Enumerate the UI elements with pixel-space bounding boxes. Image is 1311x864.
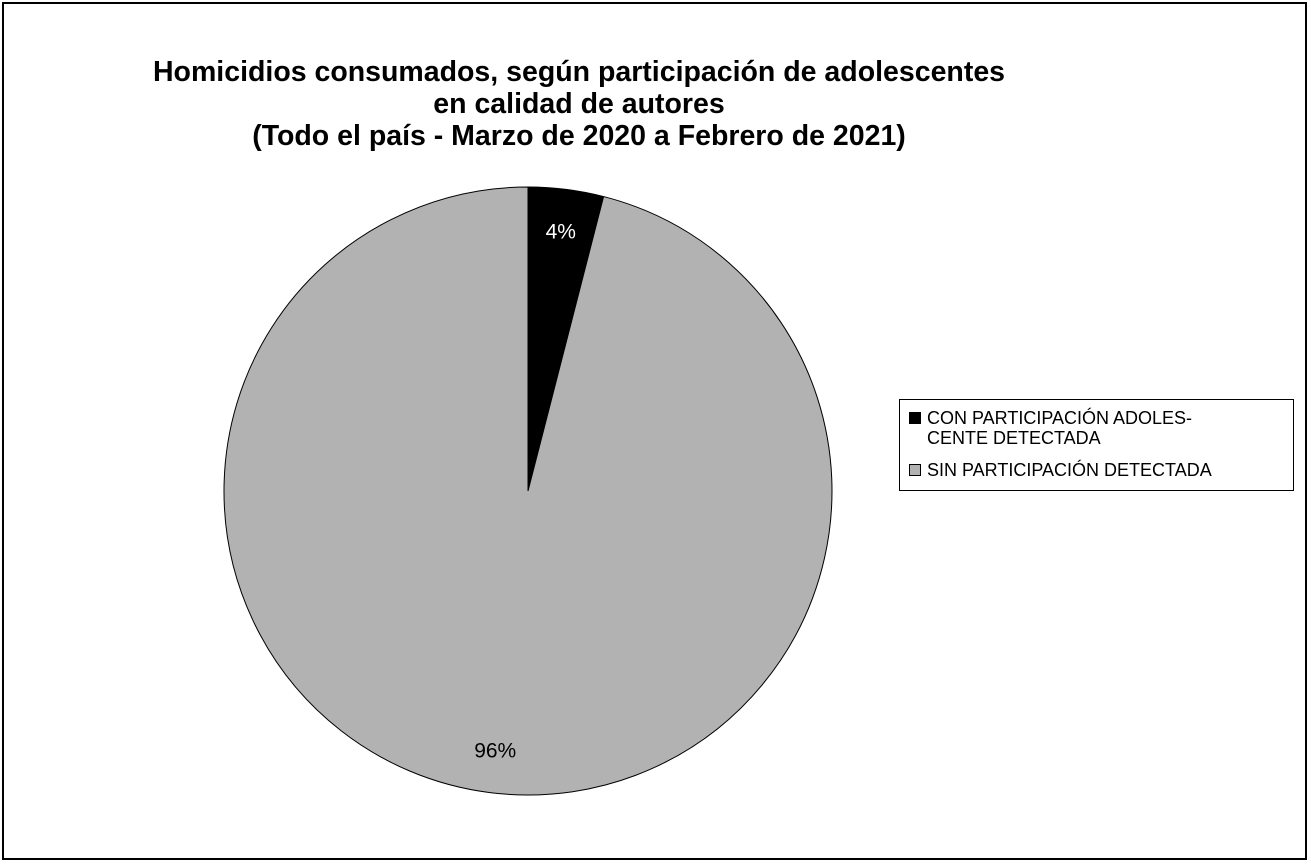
legend-item-sin-participacion: SIN PARTICIPACIÓN DETECTADA xyxy=(909,460,1212,480)
chart-title: Homicidios consumados, según participaci… xyxy=(4,56,1154,152)
legend: CON PARTICIPACIÓN ADOLES- CENTE DETECTAD… xyxy=(899,399,1294,491)
legend-item-con-participacion: CON PARTICIPACIÓN ADOLES- CENTE DETECTAD… xyxy=(909,408,1192,448)
data-label-sin-participacion: 96% xyxy=(474,739,516,762)
chart-title-line-2: en calidad de autores xyxy=(433,88,725,120)
data-label-con-participacion: 4% xyxy=(546,221,576,244)
legend-swatch-con-participacion xyxy=(909,412,921,424)
pie-chart: 4% 96% xyxy=(223,186,833,796)
legend-label-con-participacion: CON PARTICIPACIÓN ADOLES- CENTE DETECTAD… xyxy=(927,408,1193,448)
chart-title-line-1: Homicidios consumados, según participaci… xyxy=(152,56,1006,88)
chart-title-line-3: (Todo el país - Marzo de 2020 a Febrero … xyxy=(252,120,906,152)
legend-label-sin-participacion: SIN PARTICIPACIÓN DETECTADA xyxy=(927,460,1212,480)
legend-swatch-sin-participacion xyxy=(909,464,921,476)
pie-slice-sin-participacion xyxy=(223,186,833,796)
